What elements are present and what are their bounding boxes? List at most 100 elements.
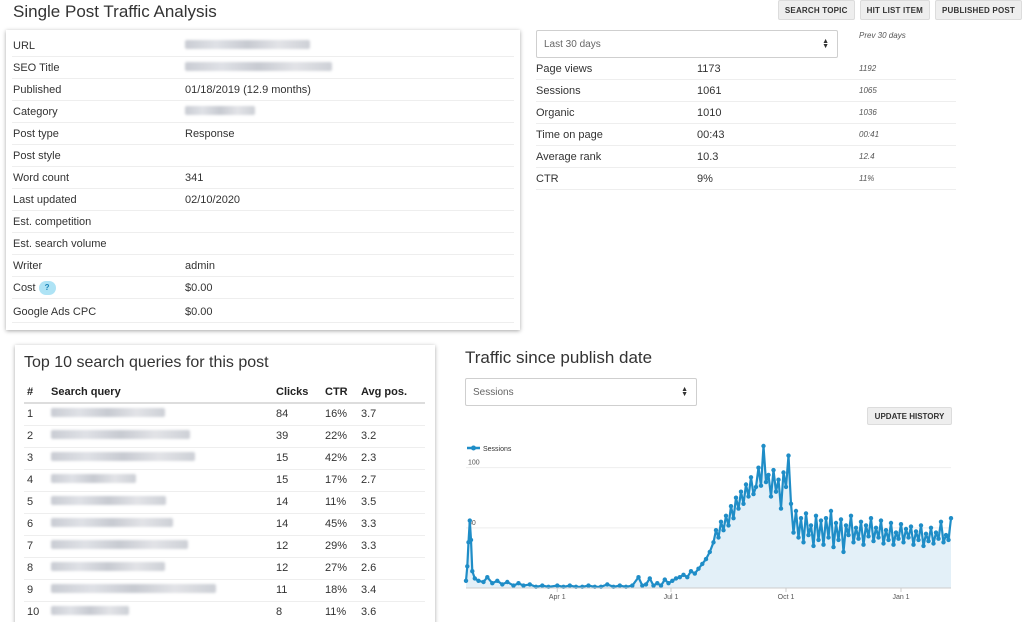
rank-cell: 9 <box>24 579 48 602</box>
data-point <box>786 453 791 458</box>
info-row: Published 01/18/2019 (12.9 months) <box>12 79 514 101</box>
table-row[interactable]: 10 8 11% 3.6 <box>24 601 425 622</box>
info-row: Writer admin <box>12 255 514 277</box>
data-point <box>555 583 560 588</box>
info-label: Last updated <box>12 194 185 206</box>
data-point <box>716 535 721 540</box>
data-point <box>901 540 906 545</box>
data-point <box>853 525 859 530</box>
info-row: Word count 341 <box>12 167 514 189</box>
data-point <box>858 519 864 524</box>
traffic-metric-value: Sessions <box>473 386 514 398</box>
rank-cell: 10 <box>24 601 48 622</box>
data-point <box>808 523 814 528</box>
data-point <box>733 495 739 500</box>
info-row: Est. search volume <box>12 233 514 255</box>
table-row[interactable]: 3 15 42% 2.3 <box>24 447 425 470</box>
published-post-button[interactable]: PUBLISHED POST <box>934 0 1022 20</box>
data-point <box>630 583 635 588</box>
data-point <box>711 540 716 545</box>
data-point <box>923 531 929 536</box>
info-label-text: Google Ads CPC <box>13 305 97 318</box>
info-value: 01/18/2019 (12.9 months) <box>185 83 311 96</box>
data-point <box>681 572 686 577</box>
info-label: Est. search volume <box>12 238 185 250</box>
query-cell <box>48 469 273 492</box>
query-cell <box>48 601 273 622</box>
avg-pos-cell: 2.6 <box>358 557 425 580</box>
help-icon[interactable]: ? <box>38 280 56 295</box>
avg-pos-cell: 3.4 <box>358 579 425 602</box>
data-point <box>938 519 944 524</box>
table-row[interactable]: 7 12 29% 3.3 <box>24 535 425 558</box>
data-point <box>816 537 821 543</box>
y-tick-label: 100 <box>468 460 480 467</box>
post-info-card: URL SEO Title Published 01/18/2019 (12.9 mo… <box>6 30 520 330</box>
info-label: Writer <box>12 260 185 272</box>
info-label-text: Post type <box>13 127 59 140</box>
data-point <box>707 549 712 555</box>
metric-label: Time on page <box>536 128 603 141</box>
table-row[interactable]: 6 14 45% 3.3 <box>24 513 425 536</box>
data-point <box>692 571 697 576</box>
search-topic-button[interactable]: SEARCH TOPIC <box>777 0 855 20</box>
info-label: Post style <box>12 150 185 162</box>
x-tick-label: Jan 1 <box>892 594 909 601</box>
info-label: Google Ads CPC <box>12 306 185 318</box>
update-history-button[interactable]: UPDATE HISTORY <box>867 407 952 425</box>
data-point <box>948 516 954 521</box>
rank-cell: 7 <box>24 535 48 558</box>
queries-title: Top 10 search queries for this post <box>24 354 269 371</box>
clicks-cell: 39 <box>273 425 322 448</box>
redacted-query <box>51 540 188 549</box>
table-row[interactable]: 2 39 22% 3.2 <box>24 425 425 448</box>
data-point <box>677 575 682 580</box>
data-point <box>666 581 671 586</box>
info-label-text: SEO Title <box>13 61 60 74</box>
metric-row: Page views 1173 1192 <box>536 58 956 80</box>
table-row[interactable]: 8 12 27% 2.6 <box>24 557 425 580</box>
data-point <box>753 484 759 490</box>
clicks-cell: 15 <box>273 447 322 470</box>
data-point <box>863 523 869 528</box>
data-point <box>748 475 754 480</box>
table-row[interactable]: 4 15 17% 2.7 <box>24 469 425 492</box>
queries-header-row: # Search query Clicks CTR Avg pos. <box>24 381 425 404</box>
data-point <box>781 470 786 475</box>
metric-prev-value: 1065 <box>859 86 877 95</box>
info-row: Last updated 02/10/2020 <box>12 189 514 211</box>
info-label: Published <box>12 84 185 96</box>
metric-value: 10.3 <box>697 150 719 163</box>
info-label-text: Word count <box>13 171 70 184</box>
queries-table: # Search query Clicks CTR Avg pos. 1 84 16… <box>24 381 425 622</box>
metric-label: Page views <box>536 62 593 75</box>
table-row[interactable]: 1 84 16% 3.7 <box>24 403 425 426</box>
data-point <box>490 581 495 586</box>
hit-list-item-button[interactable]: HIT LIST ITEM <box>859 0 930 20</box>
data-point <box>826 535 831 540</box>
table-row[interactable]: 9 11 18% 3.4 <box>24 579 425 602</box>
select-arrows-icon: ▲ ▼ <box>681 386 688 398</box>
data-point <box>658 583 664 588</box>
data-point <box>467 518 472 523</box>
data-point <box>726 523 731 528</box>
data-point <box>476 578 481 583</box>
traffic-metric-select[interactable]: Sessions ▲ ▼ <box>465 378 697 406</box>
metric-prev-value: 12.4 <box>859 152 875 161</box>
data-point <box>866 534 871 539</box>
table-row[interactable]: 5 14 11% 3.5 <box>24 491 425 514</box>
data-point <box>640 583 645 588</box>
query-cell <box>48 579 273 602</box>
period-select-value: Last 30 days <box>544 38 601 50</box>
avg-pos-cell: 3.3 <box>358 513 425 536</box>
rank-cell: 5 <box>24 491 48 514</box>
period-select[interactable]: Last 30 days ▲ ▼ <box>536 30 838 58</box>
data-point <box>670 578 675 583</box>
clicks-cell: 8 <box>273 601 322 622</box>
query-cell <box>48 557 273 580</box>
series-area <box>466 446 951 588</box>
data-point <box>806 532 811 538</box>
ctr-cell: 11% <box>322 491 358 514</box>
info-label: Word count <box>12 172 185 184</box>
data-point <box>731 516 736 521</box>
